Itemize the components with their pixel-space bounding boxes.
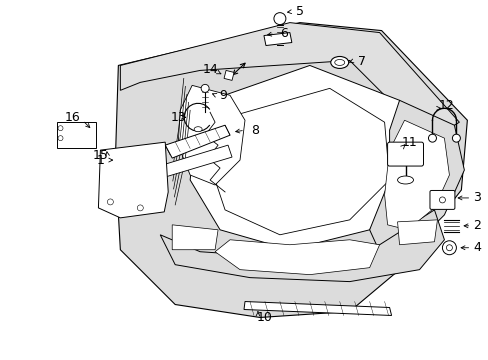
Text: 7: 7 [357, 55, 365, 68]
Polygon shape [120, 23, 458, 140]
Polygon shape [162, 145, 232, 177]
Text: 11: 11 [401, 136, 417, 149]
Polygon shape [165, 125, 229, 158]
Ellipse shape [397, 176, 413, 184]
Polygon shape [244, 302, 391, 315]
Circle shape [107, 199, 113, 205]
Text: 16: 16 [64, 111, 80, 124]
Polygon shape [178, 85, 244, 185]
Text: 12: 12 [438, 99, 453, 112]
Polygon shape [224, 71, 234, 80]
Circle shape [439, 197, 445, 203]
Text: 9: 9 [219, 89, 226, 102]
Ellipse shape [334, 59, 344, 66]
Polygon shape [215, 240, 379, 275]
Circle shape [137, 205, 143, 211]
Text: 13: 13 [170, 111, 185, 124]
Circle shape [451, 134, 459, 142]
Text: 5: 5 [295, 5, 303, 18]
Polygon shape [98, 142, 168, 218]
Text: 10: 10 [257, 311, 272, 324]
Text: 4: 4 [472, 241, 480, 254]
Circle shape [427, 134, 436, 142]
Polygon shape [160, 210, 444, 282]
Polygon shape [210, 88, 389, 235]
Circle shape [58, 126, 63, 131]
Text: 8: 8 [250, 124, 259, 137]
Polygon shape [397, 220, 437, 245]
Polygon shape [384, 120, 448, 230]
Circle shape [446, 245, 451, 251]
Text: 15: 15 [92, 149, 108, 162]
FancyBboxPatch shape [429, 190, 454, 210]
Polygon shape [264, 32, 291, 45]
Text: 6: 6 [279, 27, 287, 40]
Circle shape [442, 241, 455, 255]
Ellipse shape [194, 127, 202, 132]
Text: 3: 3 [472, 192, 480, 204]
Polygon shape [115, 23, 467, 318]
Polygon shape [57, 122, 96, 148]
Polygon shape [369, 100, 464, 252]
Circle shape [273, 13, 285, 24]
Ellipse shape [330, 57, 348, 68]
Circle shape [58, 136, 63, 141]
Text: 2: 2 [472, 219, 480, 232]
Polygon shape [172, 225, 218, 250]
Circle shape [201, 84, 209, 92]
Polygon shape [190, 66, 408, 250]
Text: 14: 14 [202, 63, 218, 76]
FancyBboxPatch shape [387, 142, 423, 166]
Text: 1: 1 [96, 154, 104, 167]
